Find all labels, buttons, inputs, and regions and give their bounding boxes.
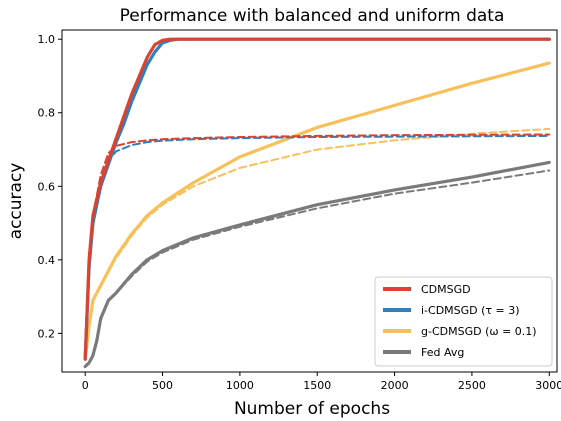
legend-label: i-CDMSGD (τ = 3) (421, 304, 520, 317)
x-tick-label: 0 (82, 379, 89, 392)
legend-box (374, 276, 553, 367)
x-axis: 0 500 1000 1500 2000 2500 3000 (82, 372, 561, 392)
chart-title: Performance with balanced and uniform da… (120, 6, 505, 26)
y-tick-label: 0.8 (38, 107, 56, 120)
series-line-5 (84, 127, 551, 361)
y-axis: 0.2 0.4 0.6 0.8 1.0 (38, 33, 62, 340)
x-tick-label: 2000 (381, 379, 409, 392)
x-tick-label: 1000 (226, 379, 254, 392)
legend-label: CDMSGD (421, 283, 471, 296)
series-line-0 (83, 37, 551, 361)
y-tick-label: 0.6 (38, 180, 56, 193)
y-axis-label: accuracy (6, 163, 26, 240)
series-line-4 (83, 61, 551, 361)
series-line-7 (84, 169, 551, 368)
x-tick-label: 1500 (303, 379, 331, 392)
plot-lines (83, 37, 551, 369)
y-tick-label: 1.0 (38, 33, 56, 46)
x-tick-label: 500 (152, 379, 173, 392)
legend-label: g-CDMSGD (ω = 0.1) (421, 325, 537, 338)
y-tick-label: 0.4 (38, 254, 56, 267)
legend: CDMSGD i-CDMSGD (τ = 3) g-CDMSGD (ω = 0.1)… (374, 276, 553, 367)
y-tick-label: 0.2 (38, 327, 56, 340)
plot-frame (61, 29, 558, 373)
legend-label: Fed Avg (421, 346, 464, 359)
x-tick-label: 2500 (458, 379, 486, 392)
x-axis-label: Number of epochs (234, 399, 390, 419)
x-tick-label: 3000 (535, 379, 561, 392)
